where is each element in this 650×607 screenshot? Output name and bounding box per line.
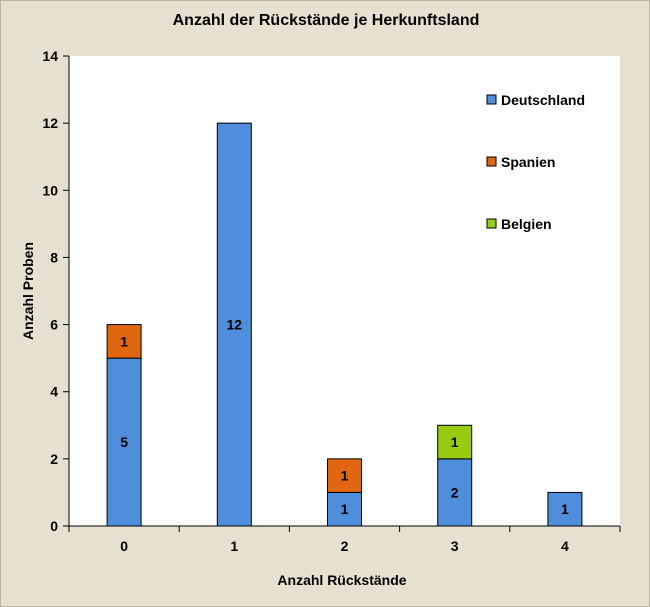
y-tick-label: 10 xyxy=(42,182,58,198)
chart-title: Anzahl der Rückstände je Herkunftsland xyxy=(173,12,480,29)
bar-belgien-3 xyxy=(437,424,473,460)
x-axis: 0 1 2 3 4 xyxy=(68,525,621,554)
data-label: 1 xyxy=(451,434,459,450)
y-tick-label: 14 xyxy=(42,48,58,64)
legend-swatch xyxy=(486,94,497,105)
bar-deutschland-0 xyxy=(106,357,142,527)
bar-spanien-0 xyxy=(106,324,142,359)
x-tick-label: 0 xyxy=(120,538,128,554)
data-label: 1 xyxy=(341,468,349,484)
bar-deutschland-1 xyxy=(216,122,252,527)
data-label: 2 xyxy=(451,484,459,500)
y-axis-label: Anzahl Proben xyxy=(20,242,36,340)
data-label: 1 xyxy=(341,501,349,517)
legend-label: Belgien xyxy=(501,216,552,232)
data-label: 12 xyxy=(227,317,243,333)
x-tick-label: 1 xyxy=(230,538,238,554)
x-tick-label: 3 xyxy=(451,538,459,554)
y-tick-label: 8 xyxy=(50,249,58,265)
y-axis: 0 2 4 6 8 10 12 14 xyxy=(42,48,70,534)
legend: Deutschland Spanien Belgien xyxy=(486,92,585,232)
bar-deutschland-4 xyxy=(547,491,583,527)
data-label: 5 xyxy=(120,434,128,450)
y-tick-label: 4 xyxy=(50,384,58,400)
data-label: 1 xyxy=(561,501,569,517)
legend-label: Spanien xyxy=(501,154,555,170)
legend-swatch xyxy=(486,156,497,167)
x-tick-label: 4 xyxy=(561,538,569,554)
y-tick-label: 12 xyxy=(42,115,58,131)
x-axis-label: Anzahl Rückstände xyxy=(277,572,406,588)
y-tick-label: 2 xyxy=(50,451,58,467)
legend-label: Deutschland xyxy=(501,92,585,108)
data-label: 1 xyxy=(120,333,128,349)
y-tick-label: 0 xyxy=(50,518,58,534)
bar-deutschland-2 xyxy=(327,491,362,527)
legend-swatch xyxy=(486,218,497,229)
plot-area xyxy=(69,56,620,526)
x-tick-label: 2 xyxy=(341,538,349,554)
bar-spanien-2 xyxy=(327,458,362,493)
y-tick-label: 6 xyxy=(50,317,58,333)
